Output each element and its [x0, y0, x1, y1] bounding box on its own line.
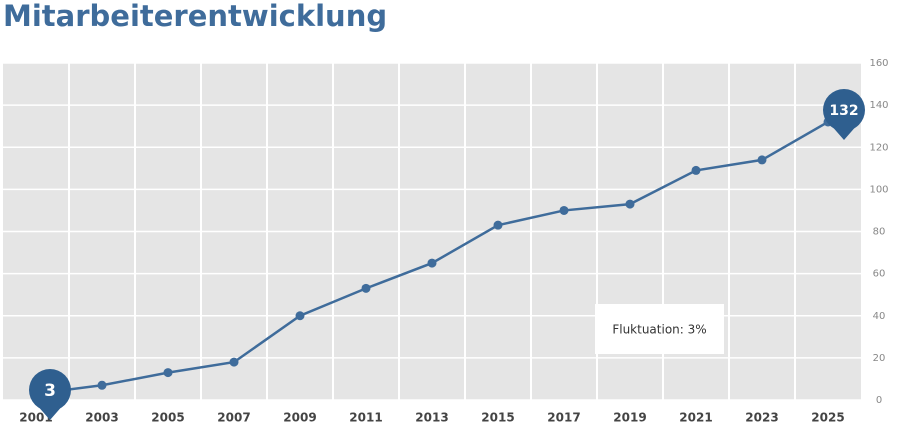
annotation-box — [595, 304, 724, 354]
y-tick-label: 60 — [873, 269, 886, 280]
x-tick-label: 2013 — [415, 411, 448, 425]
point — [229, 357, 239, 367]
point — [559, 205, 569, 215]
x-tick-label: 2015 — [481, 411, 514, 425]
x-tick-label: 2017 — [547, 411, 580, 425]
x-tick-label: 2023 — [745, 411, 778, 425]
y-tick-label: 120 — [869, 142, 888, 153]
point — [163, 368, 173, 378]
x-tick-label: 2021 — [679, 411, 712, 425]
y-tick-label: 160 — [869, 58, 888, 69]
y-tick-label: 140 — [869, 100, 888, 111]
annotation: Fluktuation: 3% — [612, 323, 706, 337]
y-tick-label: 40 — [873, 311, 886, 322]
point — [757, 155, 767, 165]
point — [295, 311, 305, 321]
x-tick-label: 2001 — [19, 411, 52, 425]
x-tick-label: 2025 — [811, 411, 844, 425]
data-label: 132 — [829, 103, 858, 119]
value-pin: 3 — [29, 369, 71, 420]
x-tick-label: 2003 — [85, 411, 118, 425]
point — [97, 380, 107, 390]
point — [493, 220, 503, 230]
x-tick-label: 2011 — [349, 411, 382, 425]
chart-title: Mitarbeiterentwicklung — [3, 0, 387, 33]
pin-circle — [29, 369, 71, 411]
x-tick-label: 2007 — [217, 411, 250, 425]
data-label: 3 — [44, 381, 56, 401]
value-pin: 132 — [823, 89, 865, 140]
x-tick-label: 2005 — [151, 411, 184, 425]
y-tick-label: 20 — [873, 353, 886, 364]
point — [691, 165, 701, 175]
pin-circle — [823, 89, 865, 131]
x-tick-label: 2019 — [613, 411, 646, 425]
y-tick-label: 80 — [873, 227, 886, 238]
point — [427, 258, 437, 268]
x-tick-label: 2009 — [283, 411, 316, 425]
y-tick-label: 100 — [869, 184, 888, 195]
y-tick-label: 0 — [876, 395, 882, 406]
point — [625, 199, 635, 209]
point — [361, 283, 371, 293]
